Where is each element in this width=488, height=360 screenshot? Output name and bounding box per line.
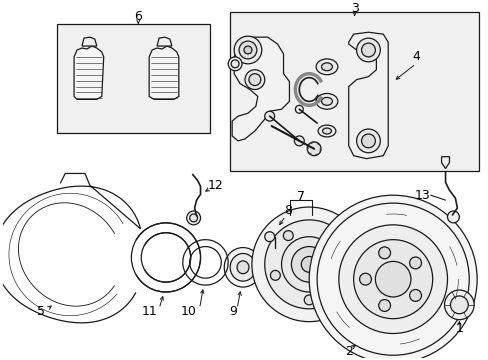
Ellipse shape — [315, 94, 337, 109]
Circle shape — [409, 289, 421, 301]
Circle shape — [337, 270, 347, 280]
Circle shape — [378, 247, 390, 259]
Polygon shape — [348, 32, 387, 159]
Circle shape — [231, 60, 239, 68]
Circle shape — [338, 225, 447, 333]
Circle shape — [325, 231, 334, 240]
Circle shape — [283, 231, 293, 240]
Ellipse shape — [230, 253, 255, 281]
Text: 6: 6 — [134, 10, 142, 23]
Circle shape — [375, 261, 410, 297]
Text: 2: 2 — [344, 345, 352, 358]
Circle shape — [359, 273, 371, 285]
Circle shape — [270, 270, 280, 280]
Polygon shape — [441, 157, 448, 168]
Circle shape — [378, 300, 390, 311]
Circle shape — [269, 227, 279, 237]
Text: 9: 9 — [229, 305, 237, 318]
Bar — [57, 24, 210, 133]
Circle shape — [409, 257, 421, 269]
Circle shape — [264, 220, 353, 309]
Circle shape — [244, 70, 264, 90]
Ellipse shape — [321, 63, 332, 71]
Text: 12: 12 — [207, 179, 223, 192]
Text: 13: 13 — [414, 189, 430, 202]
Circle shape — [306, 142, 321, 156]
Circle shape — [447, 211, 458, 223]
Polygon shape — [157, 37, 172, 46]
Text: 4: 4 — [411, 50, 419, 63]
Text: 11: 11 — [141, 305, 157, 318]
Circle shape — [234, 36, 261, 64]
Polygon shape — [74, 46, 103, 99]
Circle shape — [248, 74, 260, 86]
Circle shape — [291, 247, 326, 282]
Circle shape — [264, 111, 274, 121]
Circle shape — [449, 296, 468, 314]
Text: 10: 10 — [181, 305, 196, 318]
Text: 5: 5 — [37, 305, 44, 318]
Circle shape — [251, 207, 366, 321]
Ellipse shape — [237, 261, 248, 274]
Ellipse shape — [315, 59, 337, 75]
Circle shape — [264, 232, 274, 242]
Ellipse shape — [224, 248, 261, 287]
Bar — [230, 13, 478, 171]
Circle shape — [295, 105, 303, 113]
Circle shape — [308, 195, 476, 360]
Polygon shape — [155, 49, 175, 98]
Circle shape — [356, 129, 380, 153]
Circle shape — [353, 240, 432, 319]
Polygon shape — [232, 37, 289, 141]
Text: 7: 7 — [297, 190, 305, 203]
Circle shape — [244, 46, 251, 54]
Circle shape — [186, 211, 200, 225]
Circle shape — [294, 136, 304, 146]
Circle shape — [228, 57, 242, 71]
Text: 1: 1 — [454, 322, 462, 335]
Circle shape — [444, 290, 473, 320]
Circle shape — [356, 38, 380, 62]
Circle shape — [189, 214, 197, 222]
Circle shape — [304, 295, 313, 305]
Circle shape — [361, 134, 375, 148]
Text: 8: 8 — [284, 203, 292, 216]
Polygon shape — [82, 37, 97, 46]
Text: 3: 3 — [350, 2, 358, 15]
Ellipse shape — [322, 128, 331, 134]
Ellipse shape — [321, 98, 332, 105]
Circle shape — [361, 43, 375, 57]
Polygon shape — [80, 49, 100, 98]
Polygon shape — [149, 46, 179, 99]
Circle shape — [301, 256, 316, 272]
Ellipse shape — [317, 125, 335, 137]
Circle shape — [281, 237, 336, 292]
Circle shape — [239, 41, 256, 59]
